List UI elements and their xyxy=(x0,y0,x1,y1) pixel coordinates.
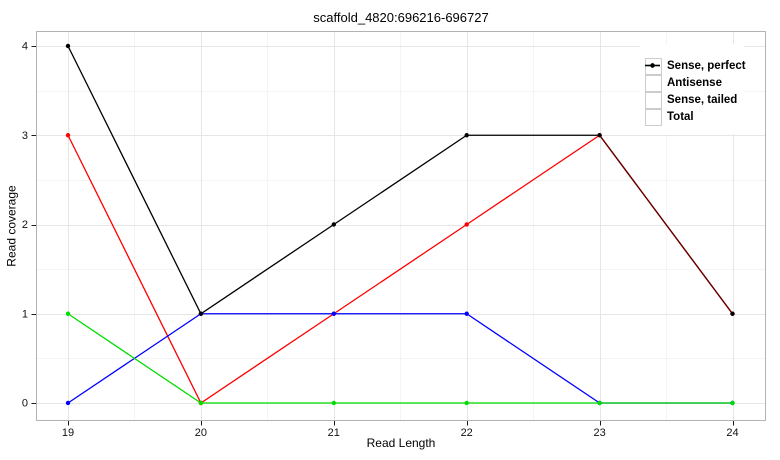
data-point-sense-perfect xyxy=(65,133,71,138)
x-tick-label: 24 xyxy=(726,427,738,439)
legend-label: Total xyxy=(667,111,694,123)
data-point-antisense xyxy=(464,311,469,316)
y-tick-label: 3 xyxy=(22,130,28,142)
data-point-sense-tailed xyxy=(331,400,336,406)
data-point-sense-tailed xyxy=(198,400,204,406)
series-line-sense-tailed xyxy=(67,313,733,404)
data-point-sense-perfect xyxy=(464,222,469,227)
x-tick-label: 23 xyxy=(593,427,605,439)
x-axis-title: Read Length xyxy=(366,436,436,450)
legend-entry-antisense: Antisense xyxy=(645,63,746,92)
y-tick-label: 2 xyxy=(22,219,28,231)
data-point-antisense xyxy=(65,400,71,406)
series-overlap-segment xyxy=(599,134,734,315)
x-tick-label: 22 xyxy=(461,427,473,439)
legend-label: Sense, tailed xyxy=(667,94,738,106)
data-point-sense-tailed xyxy=(730,400,735,406)
legend-key xyxy=(645,63,662,109)
legend-entry-sense-tailed: Sense, tailed xyxy=(645,63,746,109)
legend-point-icon xyxy=(650,63,655,68)
y-tick-label: 4 xyxy=(22,41,28,53)
data-point-total xyxy=(730,311,735,316)
y-tick-label: 1 xyxy=(22,308,28,320)
data-point-sense-tailed xyxy=(464,400,469,406)
legend-label: Antisense xyxy=(667,77,722,89)
data-point-total xyxy=(65,43,71,49)
chart-title: scaffold_4820:696216-696727 xyxy=(313,10,489,25)
legend-entry-total: Total xyxy=(645,63,746,126)
series-line-total xyxy=(67,45,734,315)
x-tick-label: 20 xyxy=(195,427,207,439)
data-point-total xyxy=(198,311,204,316)
data-point-total xyxy=(464,133,469,138)
data-point-sense-tailed xyxy=(65,311,71,316)
y-tick-label: 0 xyxy=(22,398,28,410)
legend: Sense, perfect Antisense Sense, tailed Tota… xyxy=(645,58,746,126)
data-point-total xyxy=(597,133,602,138)
legend-label: Sense, perfect xyxy=(667,60,746,72)
legend-entry-sense-perfect: Sense, perfect xyxy=(645,58,746,75)
x-tick-label: 21 xyxy=(328,427,340,439)
data-point-antisense xyxy=(331,311,336,316)
x-tick-label: 19 xyxy=(62,427,74,439)
panel-border xyxy=(36,31,766,421)
data-point-total xyxy=(331,222,336,227)
legend-key xyxy=(645,63,662,126)
legend-key-glyph xyxy=(645,63,660,68)
legend-key xyxy=(645,63,662,92)
data-point-sense-tailed xyxy=(597,400,602,406)
